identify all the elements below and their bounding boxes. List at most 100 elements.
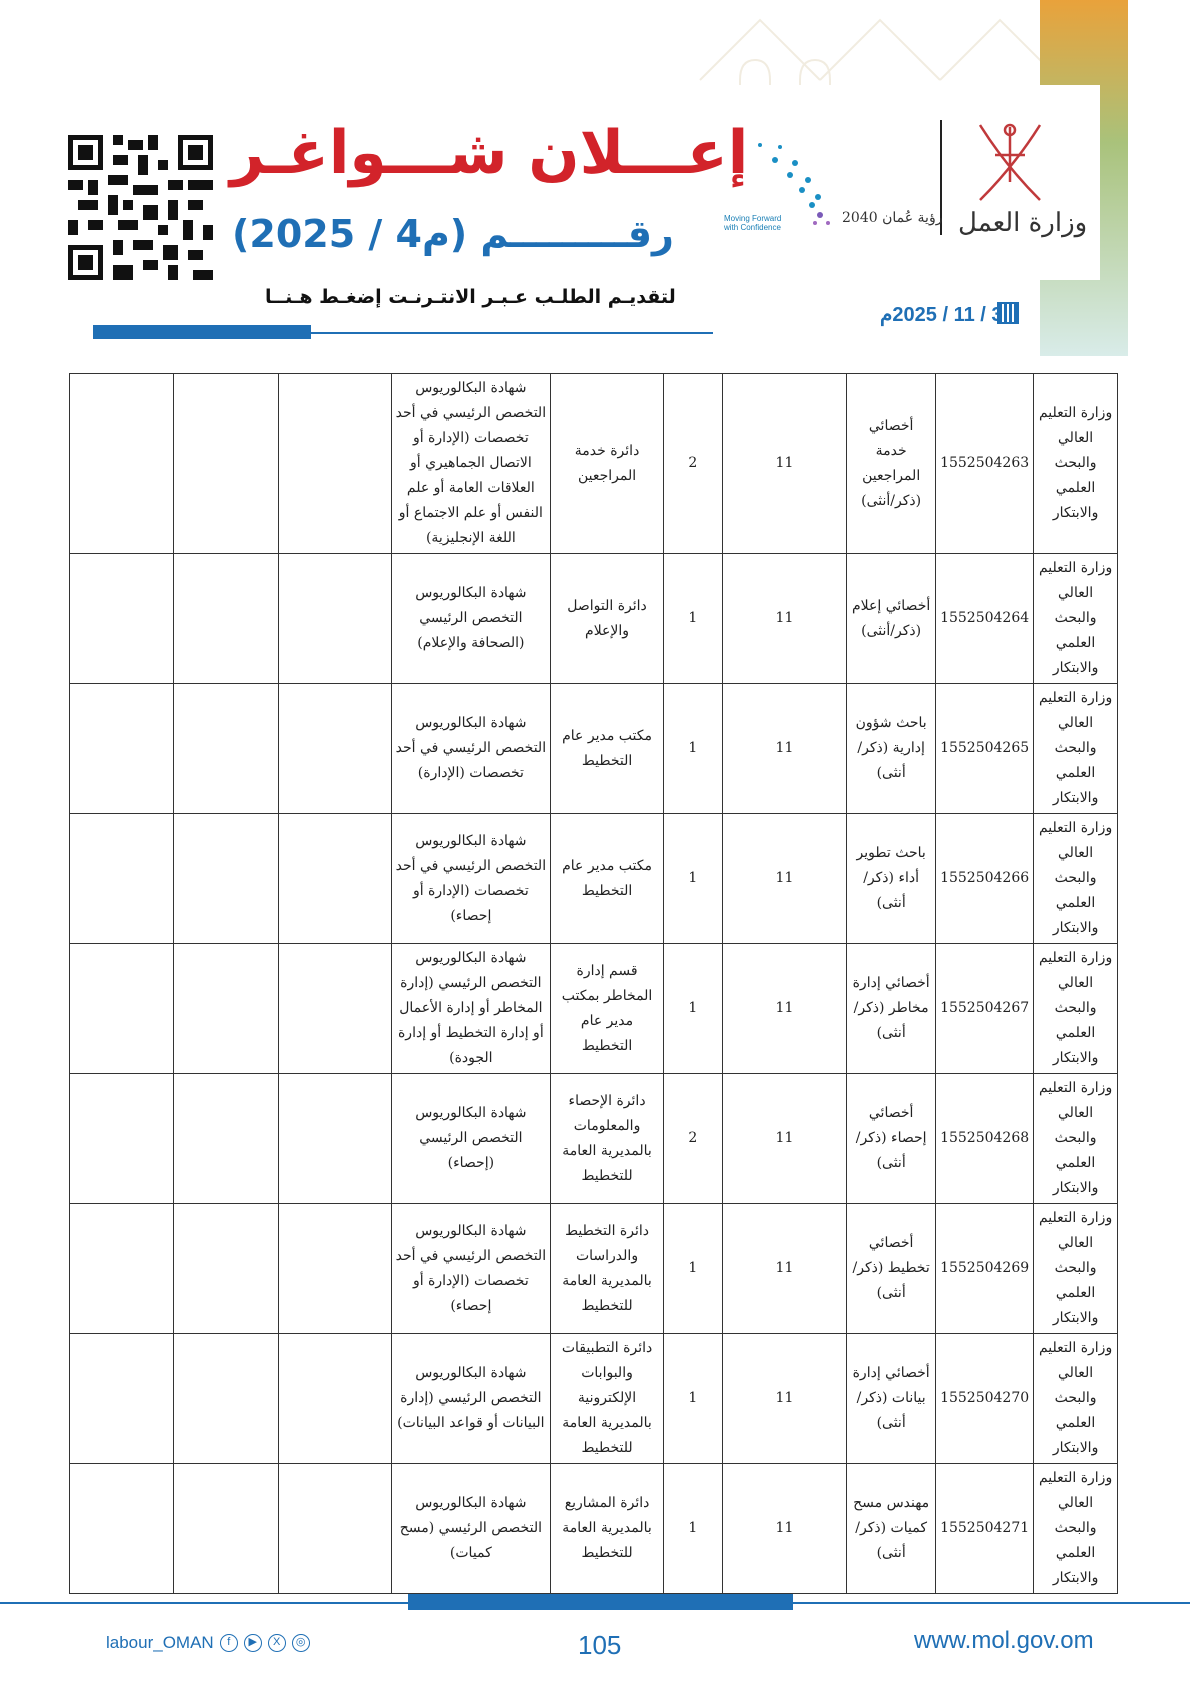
table-row: وزارة التعليم العالي والبحث العلمي والاب… bbox=[69, 683, 1118, 814]
cell-dept: دائرة الإحصاء والمعلومات بالمديرية العام… bbox=[550, 1073, 664, 1204]
social-handle[interactable]: labour_OMAN bbox=[106, 1633, 214, 1652]
cell-count: 1 bbox=[662, 553, 723, 684]
cell-org: وزارة التعليم العالي والبحث العلمي والاب… bbox=[1033, 1073, 1118, 1204]
cell-title: مهندس مسح كميات (ذكر/ أنثى) bbox=[846, 1463, 937, 1594]
cell-qual: شهادة البكالوريوس التخصص الرئيسي في أحد … bbox=[390, 373, 552, 554]
cell-dept: دائرة خدمة المراجعين bbox=[550, 373, 664, 554]
social-links: labour_OMAN f ▶ X ◎ bbox=[106, 1633, 310, 1653]
cell-empty bbox=[172, 1203, 280, 1334]
cell-code: 1552504269 bbox=[935, 1203, 1035, 1334]
cell-title: أخصائي إعلام (ذكر/أنثى) bbox=[846, 553, 937, 684]
cell-empty bbox=[278, 683, 392, 814]
table-row: وزارة التعليم العالي والبحث العلمي والاب… bbox=[69, 813, 1118, 944]
cell-code: 1552504270 bbox=[935, 1333, 1035, 1464]
cell-count: 1 bbox=[662, 683, 723, 814]
oman-vision-2040-logo bbox=[758, 143, 830, 225]
cell-code: 1552504265 bbox=[935, 683, 1035, 814]
cell-qual: شهادة البكالوريوس التخصص الرئيسي (إحصاء) bbox=[390, 1073, 552, 1204]
cell-empty bbox=[172, 943, 280, 1074]
cell-empty bbox=[69, 813, 174, 944]
cell-empty bbox=[278, 813, 392, 944]
background-pattern bbox=[699, 18, 1061, 120]
cell-qual: شهادة البكالوريوس التخصص الرئيسي (إدارة … bbox=[390, 1333, 552, 1464]
cell-qual: شهادة البكالوريوس التخصص الرئيسي في أحد … bbox=[390, 683, 552, 814]
cell-grade: 11 bbox=[721, 373, 848, 554]
apply-online-link[interactable]: لتقديـم الطلـب عـبـر الانتـرنـت إضغـط هـ… bbox=[265, 286, 676, 308]
cell-empty bbox=[278, 1463, 392, 1594]
table-row: وزارة التعليم العالي والبحث العلمي والاب… bbox=[69, 1333, 1118, 1464]
logo-panel bbox=[700, 85, 1100, 280]
cell-title: أخصائي إحصاء (ذكر/أنثى) bbox=[846, 1073, 937, 1204]
cell-empty bbox=[69, 553, 174, 684]
cell-dept: مكتب مدير عام التخطيط bbox=[550, 683, 664, 814]
cell-dept: دائرة المشاريع بالمديرية العامة للتخطيط bbox=[550, 1463, 664, 1594]
table-row: وزارة التعليم العالي والبحث العلمي والاب… bbox=[69, 553, 1118, 684]
cell-count: 1 bbox=[662, 1333, 723, 1464]
cell-empty bbox=[172, 1333, 280, 1464]
header-accent-bar bbox=[93, 325, 311, 339]
cell-empty bbox=[172, 683, 280, 814]
cell-empty bbox=[278, 373, 392, 554]
logo-divider bbox=[940, 120, 942, 235]
cell-title: أخصائي إدارة بيانات (ذكر/ أنثى) bbox=[846, 1333, 937, 1464]
cell-empty bbox=[172, 553, 280, 684]
cell-qual: شهادة البكالوريوس التخصص الرئيسي (الصحاف… bbox=[390, 553, 552, 684]
table-row: وزارة التعليم العالي والبحث العلمي والاب… bbox=[69, 1073, 1118, 1204]
cell-qual: شهادة البكالوريوس التخصص الرئيسي في أحد … bbox=[390, 813, 552, 944]
vacancies-table: وزارة التعليم العالي والبحث العلمي والاب… bbox=[69, 373, 1118, 1594]
cell-empty bbox=[69, 1203, 174, 1334]
cell-code: 1552504271 bbox=[935, 1463, 1035, 1594]
cell-org: وزارة التعليم العالي والبحث العلمي والاب… bbox=[1033, 1463, 1118, 1594]
announcement-date: 3 / 11 / 2025م bbox=[880, 304, 1003, 326]
cell-grade: 11 bbox=[721, 1073, 848, 1204]
cell-qual: شهادة البكالوريوس التخصص الرئيسي (إدارة … bbox=[390, 943, 552, 1074]
page-number: 105 bbox=[578, 1630, 622, 1660]
cell-grade: 11 bbox=[721, 813, 848, 944]
cell-empty bbox=[278, 1073, 392, 1204]
cell-title: باحث شؤون إدارية (ذكر/ أنثى) bbox=[846, 683, 937, 814]
table-row: وزارة التعليم العالي والبحث العلمي والاب… bbox=[69, 943, 1118, 1074]
cell-org: وزارة التعليم العالي والبحث العلمي والاب… bbox=[1033, 373, 1118, 554]
page-title: إعـــلان شـــواغـر bbox=[230, 118, 749, 188]
footer-accent-bar bbox=[408, 1594, 793, 1610]
cell-empty bbox=[69, 1073, 174, 1204]
cell-dept: دائرة التواصل والإعلام bbox=[550, 553, 664, 684]
youtube-icon[interactable]: ▶ bbox=[243, 1634, 262, 1652]
cell-empty bbox=[69, 1463, 174, 1594]
cell-count: 1 bbox=[662, 1203, 723, 1334]
cell-dept: دائرة التطبيقات والبوابات الإلكترونية با… bbox=[550, 1333, 664, 1464]
cell-empty bbox=[172, 813, 280, 944]
ministry-name: وزارة العمل bbox=[958, 208, 1088, 238]
announcement-number: رقـــــــــم (م4 / 2025) bbox=[232, 212, 674, 256]
instagram-icon[interactable]: ◎ bbox=[291, 1634, 310, 1652]
cell-org: وزارة التعليم العالي والبحث العلمي والاب… bbox=[1033, 813, 1118, 944]
cell-code: 1552504267 bbox=[935, 943, 1035, 1074]
website-link[interactable]: www.mol.gov.om bbox=[914, 1627, 1094, 1654]
cell-count: 2 bbox=[662, 373, 723, 554]
cell-code: 1552504264 bbox=[935, 553, 1035, 684]
vision-label: رؤية عُمان 2040 bbox=[842, 210, 943, 226]
cell-empty bbox=[69, 943, 174, 1074]
cell-title: أخصائي إدارة مخاطر (ذكر/ أنثى) bbox=[846, 943, 937, 1074]
cell-count: 1 bbox=[662, 943, 723, 1074]
cell-dept: قسم إدارة المخاطر بمكتب مدير عام التخطيط bbox=[550, 943, 664, 1074]
vision-tagline: Moving Forward with Confidence bbox=[724, 214, 782, 232]
cell-grade: 11 bbox=[721, 1333, 848, 1464]
cell-qual: شهادة البكالوريوس التخصص الرئيسي في أحد … bbox=[390, 1203, 552, 1334]
cell-org: وزارة التعليم العالي والبحث العلمي والاب… bbox=[1033, 683, 1118, 814]
cell-empty bbox=[278, 553, 392, 684]
cell-empty bbox=[278, 943, 392, 1074]
cell-grade: 11 bbox=[721, 1203, 848, 1334]
qr-code[interactable] bbox=[68, 135, 213, 280]
cell-title: أخصائي خدمة المراجعين (ذكر/أنثى) bbox=[846, 373, 937, 554]
header-divider bbox=[93, 332, 713, 334]
cell-title: أخصائي تخطيط (ذكر/ أنثى) bbox=[846, 1203, 937, 1334]
cell-dept: مكتب مدير عام التخطيط bbox=[550, 813, 664, 944]
facebook-icon[interactable]: f bbox=[219, 1634, 238, 1652]
cell-qual: شهادة البكالوريوس التخصص الرئيسي (مسح كم… bbox=[390, 1463, 552, 1594]
x-icon[interactable]: X bbox=[267, 1634, 286, 1652]
cell-org: وزارة التعليم العالي والبحث العلمي والاب… bbox=[1033, 1203, 1118, 1334]
cell-org: وزارة التعليم العالي والبحث العلمي والاب… bbox=[1033, 1333, 1118, 1464]
cell-org: وزارة التعليم العالي والبحث العلمي والاب… bbox=[1033, 553, 1118, 684]
cell-empty bbox=[172, 373, 280, 554]
